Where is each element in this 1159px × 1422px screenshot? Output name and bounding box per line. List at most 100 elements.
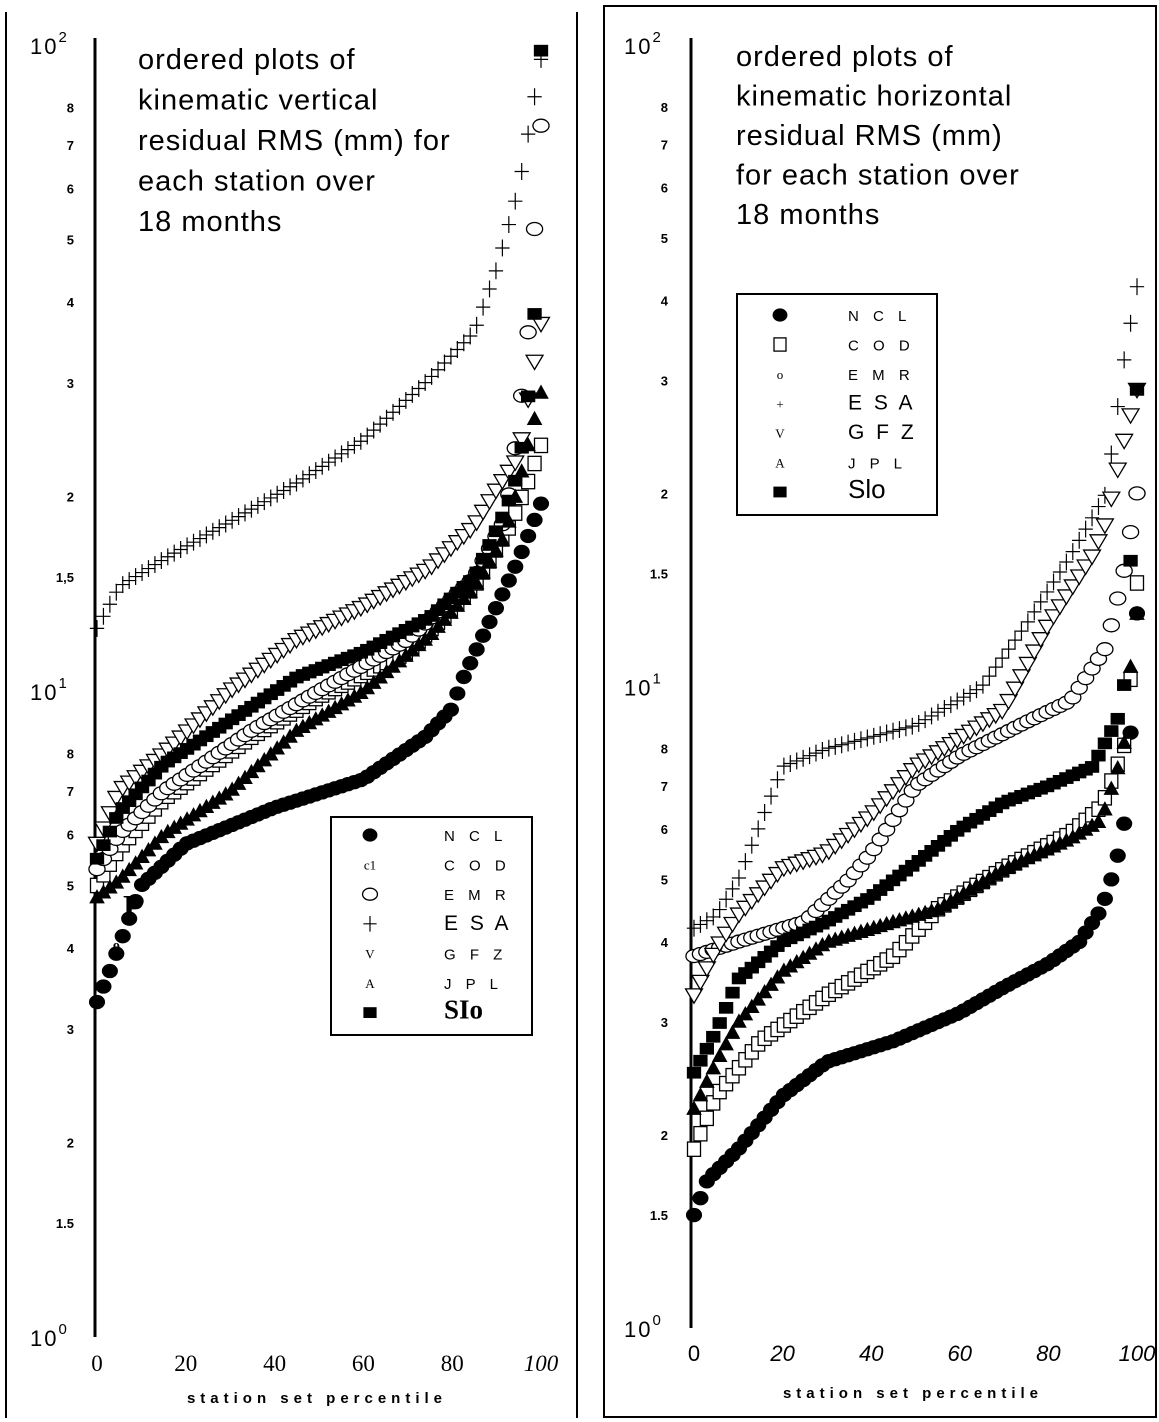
y-tick-label: 100: [30, 1321, 69, 1351]
data-point: [992, 703, 1012, 721]
data-point: [1007, 631, 1023, 649]
data-point: [1090, 906, 1107, 921]
legend-label: N C L: [848, 308, 911, 325]
data-point: [244, 500, 259, 518]
data-point: [102, 825, 118, 838]
data-point: [1050, 599, 1070, 616]
data-point: [302, 466, 317, 484]
y-tick-label: 102: [30, 29, 69, 59]
data-point: [160, 548, 175, 566]
data-point: [1122, 725, 1139, 740]
legend-label: C O D: [848, 338, 915, 355]
y-tick-label: 5: [661, 873, 668, 888]
data-point: [122, 572, 137, 590]
data-point: [743, 998, 760, 1013]
data-point: [776, 962, 792, 977]
data-point: [1110, 712, 1125, 725]
data-point: [307, 711, 324, 726]
data-point: [703, 947, 723, 964]
data-point: [192, 802, 208, 818]
data-point: [526, 512, 543, 528]
data-point: [527, 455, 542, 472]
data-point: [462, 656, 479, 671]
y-tick-label: 6: [67, 181, 74, 196]
data-point: [1078, 520, 1093, 538]
data-point: [725, 986, 740, 999]
y-tick-label: 3: [67, 376, 74, 391]
data-point: [224, 511, 240, 529]
y-tick-label: 7: [67, 784, 74, 799]
data-point: [442, 702, 459, 717]
y-tick-label: 8: [67, 101, 74, 116]
data-point: [789, 752, 804, 770]
data-point: [738, 853, 753, 871]
legend-marker: [361, 887, 379, 901]
legend-marker: [363, 1007, 377, 1018]
data-point: [801, 945, 818, 960]
y-tick-label: 6: [661, 822, 668, 837]
data-point: [949, 889, 966, 904]
data-point: [479, 494, 500, 511]
data-point: [488, 262, 504, 280]
data-point: [475, 298, 491, 316]
y-tick-label: 100: [624, 1312, 663, 1342]
data-point: [1027, 603, 1042, 621]
data-point: [308, 462, 323, 479]
data-point: [1116, 734, 1132, 749]
data-point: [270, 485, 285, 503]
data-point: [469, 566, 484, 579]
data-point: [751, 820, 766, 838]
series-esa: [89, 50, 549, 637]
data-point: [1129, 278, 1145, 296]
data-point: [525, 221, 544, 237]
data-point: [987, 865, 1004, 881]
data-point: [257, 493, 272, 511]
data-point: [524, 354, 545, 371]
data-point: [198, 798, 215, 814]
data-point: [999, 693, 1019, 711]
data-point: [505, 455, 525, 472]
data-point: [211, 790, 228, 805]
data-point: [930, 900, 946, 916]
data-point: [686, 919, 702, 937]
chart-title-line: residual RMS (mm): [736, 120, 1003, 152]
x-tick-label: 40: [263, 1351, 286, 1376]
legend-label: E M R: [444, 887, 511, 904]
right-panel-border: [603, 5, 1157, 1418]
data-point: [250, 496, 266, 514]
data-point: [95, 979, 112, 994]
data-point: [179, 537, 195, 555]
data-point: [295, 470, 311, 488]
legend-marker: [362, 828, 378, 842]
data-point: [1110, 398, 1125, 416]
data-point: [334, 445, 349, 463]
x-tick-label: 80: [1036, 1341, 1061, 1366]
data-point: [898, 719, 914, 737]
data-point: [347, 436, 362, 454]
data-point: [127, 894, 144, 909]
data-point: [514, 163, 529, 180]
data-point: [684, 988, 704, 1005]
data-point: [121, 911, 138, 926]
y-tick-label: 7: [661, 779, 668, 794]
data-point: [1109, 848, 1126, 863]
data-point: [936, 897, 953, 912]
y-tick-mantissa: 10: [30, 1326, 58, 1351]
legend-symbol: o: [777, 367, 784, 382]
y-tick-exponent: 0: [58, 1321, 68, 1338]
data-point: [1084, 761, 1100, 773]
series-ncl: [88, 496, 550, 1010]
data-point: [744, 836, 759, 854]
data-point: [795, 949, 811, 965]
data-point: [179, 811, 195, 826]
y-tick-exponent: 1: [58, 675, 68, 692]
data-point: [802, 747, 817, 765]
data-point: [782, 958, 799, 973]
data-point: [115, 802, 130, 814]
y-tick-label: 101: [624, 671, 663, 701]
data-point: [828, 738, 843, 755]
data-point: [1043, 609, 1064, 626]
y-tick-mantissa: 10: [624, 34, 652, 59]
data-point: [834, 736, 849, 754]
data-point: [975, 676, 991, 694]
